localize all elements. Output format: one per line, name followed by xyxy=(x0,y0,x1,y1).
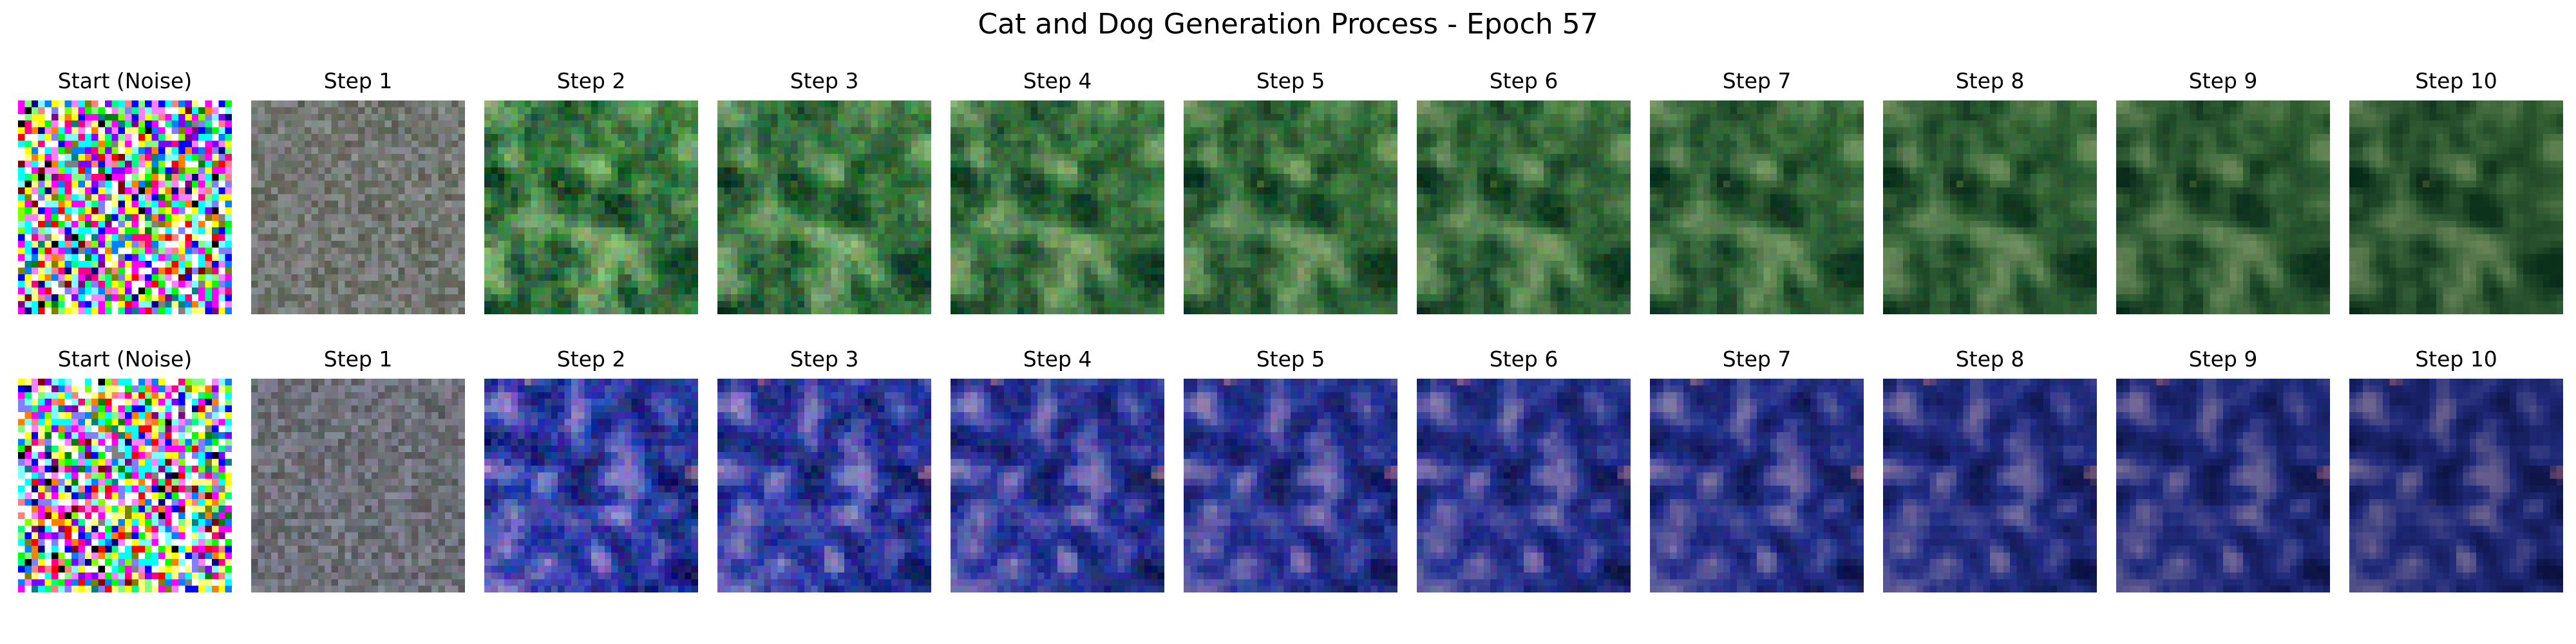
figure-title: Cat and Dog Generation Process - Epoch 5… xyxy=(978,8,1598,41)
generated-image-cat-step-5 xyxy=(1184,100,1397,314)
generated-image-cat-step-1 xyxy=(251,100,465,314)
panel-title: Step 5 xyxy=(1256,68,1325,93)
panel-title: Step 10 xyxy=(2415,346,2497,372)
generated-image-cat-step-3 xyxy=(717,100,931,314)
panel-title: Step 10 xyxy=(2415,68,2497,93)
panel-title: Step 6 xyxy=(1489,346,1558,372)
panel-title: Step 2 xyxy=(556,346,626,372)
panel-title: Start (Noise) xyxy=(57,68,193,93)
panel-cat-step-9: Step 9 xyxy=(2116,67,2330,322)
panel-cat-step-10: Step 10 xyxy=(2349,67,2563,322)
cat-generation-row: Start (Noise) Step 1 Step 2 Step 3 Step … xyxy=(18,67,2570,322)
panel-dog-step-5: Step 5 xyxy=(1184,345,1397,600)
panel-cat-step-7: Step 7 xyxy=(1650,67,1864,322)
generated-image-dog-step-5 xyxy=(1184,379,1397,592)
panel-dog-step-6: Step 6 xyxy=(1417,345,1631,600)
panel-title: Step 7 xyxy=(1722,346,1792,372)
panel-title: Step 8 xyxy=(1955,68,2025,93)
panel-title: Step 1 xyxy=(323,68,393,93)
panel-cat-step-4: Step 4 xyxy=(951,67,1164,322)
generated-image-cat-step-9 xyxy=(2116,100,2330,314)
panel-dog-step-9: Step 9 xyxy=(2116,345,2330,600)
panel-title: Step 4 xyxy=(1023,346,1092,372)
panel-cat-step-2: Step 2 xyxy=(484,67,698,322)
generation-grid: Start (Noise) Step 1 Step 2 Step 3 Step … xyxy=(18,67,2570,601)
panel-title: Step 7 xyxy=(1722,68,1792,93)
generated-image-cat-step-10 xyxy=(2349,100,2563,314)
panel-dog-step-10: Step 10 xyxy=(2349,345,2563,600)
generated-image-cat-start-noise xyxy=(18,100,232,314)
panel-cat-step-8: Step 8 xyxy=(1883,67,2097,322)
dog-generation-row: Start (Noise) Step 1 Step 2 Step 3 Step … xyxy=(18,345,2570,600)
panel-dog-step-3: Step 3 xyxy=(717,345,931,600)
panel-title: Step 9 xyxy=(2188,68,2258,93)
generated-image-dog-start-noise xyxy=(18,379,232,592)
generated-image-dog-step-4 xyxy=(951,379,1164,592)
generated-image-cat-step-8 xyxy=(1883,100,2097,314)
panel-cat-step-3: Step 3 xyxy=(717,67,931,322)
generated-image-dog-step-10 xyxy=(2349,379,2563,592)
panel-title: Step 6 xyxy=(1489,68,1558,93)
panel-cat-step-5: Step 5 xyxy=(1184,67,1397,322)
generated-image-dog-step-6 xyxy=(1417,379,1631,592)
panel-title: Step 3 xyxy=(790,68,859,93)
generated-image-cat-step-7 xyxy=(1650,100,1864,314)
panel-dog-step-8: Step 8 xyxy=(1883,345,2097,600)
panel-dog-step-4: Step 4 xyxy=(951,345,1164,600)
panel-dog-step-1: Step 1 xyxy=(251,345,465,600)
generated-image-dog-step-1 xyxy=(251,379,465,592)
generated-image-cat-step-6 xyxy=(1417,100,1631,314)
panel-title: Step 2 xyxy=(556,68,626,93)
generated-image-dog-step-7 xyxy=(1650,379,1864,592)
panel-cat-start-noise: Start (Noise) xyxy=(18,67,232,322)
generated-image-cat-step-2 xyxy=(484,100,698,314)
panel-cat-step-1: Step 1 xyxy=(251,67,465,322)
panel-title: Step 1 xyxy=(323,346,393,372)
generated-image-dog-step-9 xyxy=(2116,379,2330,592)
generated-image-dog-step-3 xyxy=(717,379,931,592)
panel-title: Step 8 xyxy=(1955,346,2025,372)
panel-dog-step-2: Step 2 xyxy=(484,345,698,600)
panel-cat-step-6: Step 6 xyxy=(1417,67,1631,322)
panel-title: Step 4 xyxy=(1023,68,1092,93)
generated-image-dog-step-2 xyxy=(484,379,698,592)
generated-image-cat-step-4 xyxy=(951,100,1164,314)
panel-title: Step 5 xyxy=(1256,346,1325,372)
generated-image-dog-step-8 xyxy=(1883,379,2097,592)
panel-title: Step 3 xyxy=(790,346,859,372)
panel-title: Start (Noise) xyxy=(57,346,193,372)
panel-dog-start-noise: Start (Noise) xyxy=(18,345,232,600)
panel-title: Step 9 xyxy=(2188,346,2258,372)
panel-dog-step-7: Step 7 xyxy=(1650,345,1864,600)
